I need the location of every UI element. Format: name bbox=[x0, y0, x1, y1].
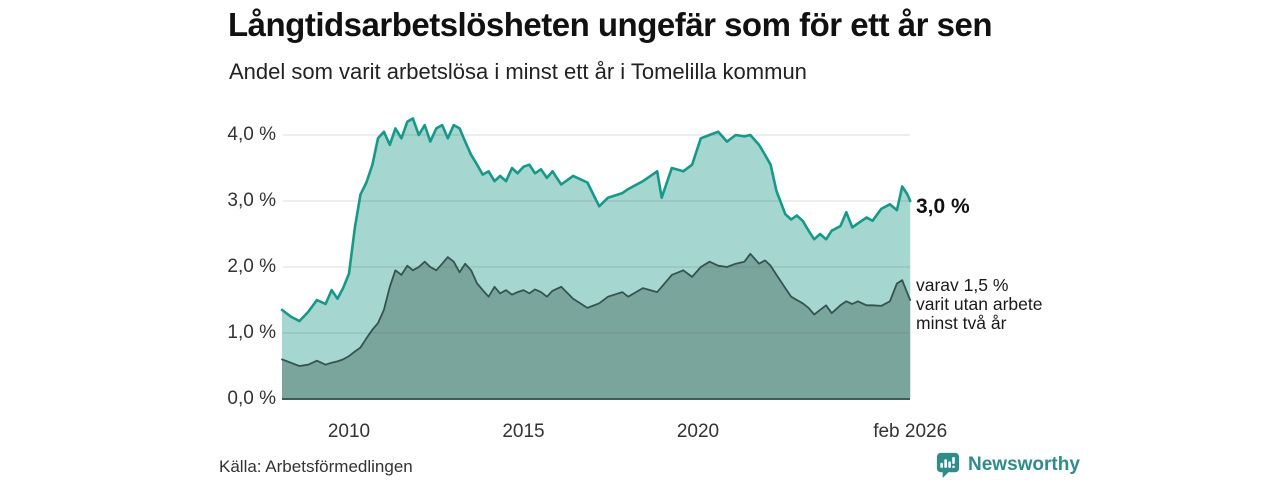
newsworthy-logo-icon bbox=[936, 452, 960, 478]
y-tick-label: 2,0 % bbox=[227, 256, 276, 277]
page-title: Långtidsarbetslösheten ungefär som för e… bbox=[228, 6, 993, 43]
y-tick-label: 0,0 % bbox=[227, 388, 276, 409]
x-tick-label: 2020 bbox=[676, 421, 720, 442]
page-subtitle: Andel som varit arbetslösa i minst ett å… bbox=[229, 59, 807, 84]
x-tick-label: 2010 bbox=[327, 421, 371, 442]
line-series-1 bbox=[281, 252, 912, 367]
end-value-label-one-year: 3,0 % bbox=[916, 195, 970, 218]
y-tick-label: 3,0 % bbox=[227, 190, 276, 211]
area-series-1 bbox=[282, 253, 911, 399]
line-series-0 bbox=[280, 117, 912, 323]
newsworthy-wordmark: Newsworthy bbox=[968, 453, 1080, 475]
x-tick-label: feb 2026 bbox=[873, 421, 948, 442]
annotation-line: varit utan arbete bbox=[916, 294, 1043, 314]
annotation-line: varav 1,5 % bbox=[916, 275, 1009, 295]
x-tick-label: 2015 bbox=[502, 421, 545, 442]
newsworthy-brand: Newsworthy bbox=[934, 451, 1080, 478]
annotation-line: minst två år bbox=[916, 313, 1007, 333]
end-value-label-two-years: varav 1,5 % varit utan arbete minst två … bbox=[916, 276, 1042, 333]
source-note: Källa: Arbetsförmedlingen bbox=[219, 457, 413, 476]
y-tick-label: 4,0 % bbox=[227, 124, 276, 145]
y-tick-label: 1,0 % bbox=[227, 322, 276, 343]
